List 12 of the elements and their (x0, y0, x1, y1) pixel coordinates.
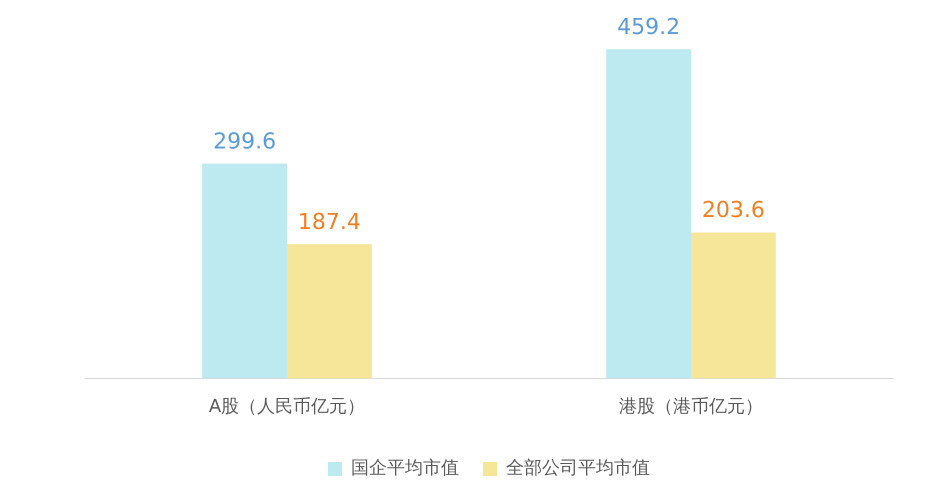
bar (287, 244, 372, 378)
bar (606, 49, 691, 378)
data-label: 299.6 (213, 129, 276, 154)
bar (691, 232, 776, 378)
legend-label: 全部公司平均市值 (506, 458, 650, 479)
data-label: 459.2 (617, 14, 680, 40)
x-tick-label: A股（人民币亿元） (208, 396, 366, 417)
bar (202, 164, 287, 378)
data-label: 203.6 (702, 198, 765, 224)
x-tick-label: 港股（港币亿元） (619, 396, 763, 417)
data-label: 187.4 (298, 210, 361, 235)
legend-label: 国企平均市值 (351, 458, 459, 479)
